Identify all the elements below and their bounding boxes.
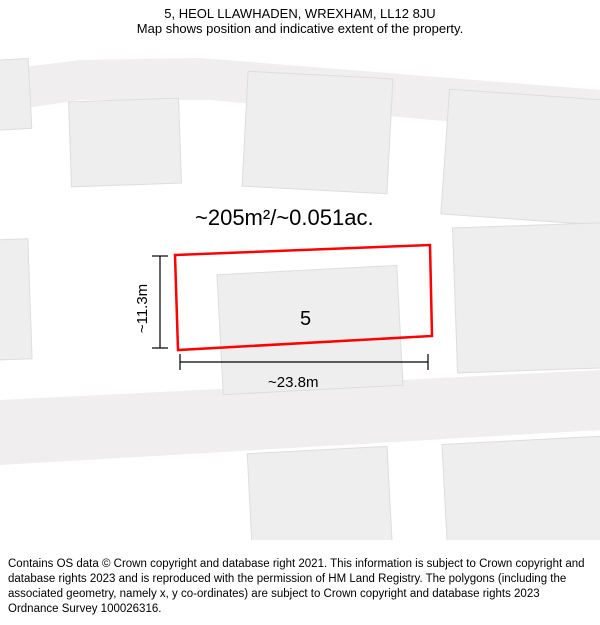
height-dim-label: ~11.3m: [134, 284, 151, 333]
road: [0, 430, 230, 452]
header: 5, HEOL LLAWHADEN, WREXHAM, LL12 8JU Map…: [0, 0, 600, 38]
width-dim-label: ~23.8m: [268, 374, 318, 391]
map-svg: [0, 0, 600, 540]
plot-number: 5: [300, 308, 311, 331]
building: [242, 71, 393, 193]
building: [442, 436, 600, 540]
building: [0, 239, 32, 361]
footer-text: Contains OS data © Crown copyright and d…: [0, 551, 600, 625]
building: [69, 98, 182, 187]
building: [453, 222, 600, 373]
building: [0, 58, 32, 131]
page-title: 5, HEOL LLAWHADEN, WREXHAM, LL12 8JU: [10, 6, 590, 21]
area-label: ~205m²/~0.051ac.: [195, 205, 374, 231]
building: [441, 89, 600, 226]
building: [247, 446, 393, 540]
page-subtitle: Map shows position and indicative extent…: [10, 21, 590, 36]
buildings-layer: [0, 58, 600, 540]
